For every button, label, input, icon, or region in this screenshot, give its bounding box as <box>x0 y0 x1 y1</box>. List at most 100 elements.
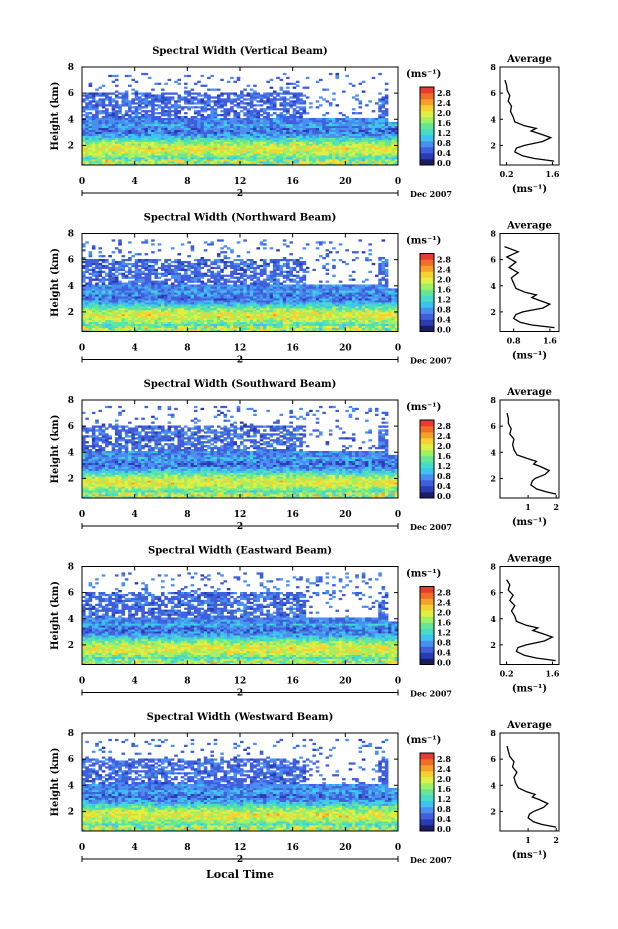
heatmap-cell <box>312 139 317 142</box>
heatmap-cell <box>328 294 333 297</box>
heatmap-cell <box>187 117 191 121</box>
heatmap-cell <box>134 157 139 160</box>
heatmap-cell <box>121 311 126 315</box>
heatmap-cell <box>197 155 201 158</box>
heatmap-cell <box>157 327 162 330</box>
heatmap-cell <box>319 319 323 322</box>
heatmap-cell <box>309 296 313 299</box>
heatmap-cell <box>118 135 122 138</box>
heatmap-cell <box>236 307 241 311</box>
heatmap-cell <box>309 157 313 160</box>
heatmap-cell <box>243 123 247 127</box>
heatmap-cell <box>328 137 333 140</box>
heatmap-cell <box>240 159 244 162</box>
heatmap-cell <box>197 306 201 309</box>
heatmap-cell <box>154 117 159 121</box>
heatmap-cell <box>256 133 261 136</box>
heatmap-cell <box>82 145 86 148</box>
heatmap-cell <box>279 157 284 160</box>
heatmap-cell <box>384 309 389 313</box>
heatmap-cell <box>335 147 340 150</box>
heatmap-cell <box>292 92 297 95</box>
heatmap-cell <box>282 131 287 134</box>
heatmap-cell <box>164 145 168 148</box>
heatmap-cell <box>394 298 399 301</box>
heatmap-cell <box>351 302 356 305</box>
heatmap-cell <box>332 163 336 166</box>
heatmap-cell <box>342 311 346 315</box>
heatmap-cell <box>335 313 340 317</box>
heatmap-cell <box>85 127 89 131</box>
heatmap-cell <box>216 159 221 162</box>
heatmap-cell <box>154 141 159 144</box>
heatmap-cell <box>233 123 238 127</box>
heatmap-cell <box>203 141 208 144</box>
heatmap-cell <box>118 121 122 125</box>
heatmap-cell <box>272 106 277 109</box>
heatmap-cell <box>190 300 195 303</box>
heatmap-cell <box>368 307 372 311</box>
heatmap-cell <box>128 315 132 319</box>
heatmap-cell <box>154 298 159 301</box>
heatmap-cell <box>256 143 261 146</box>
heatmap-cell <box>207 143 211 146</box>
heatmap-cell <box>355 125 359 129</box>
heatmap-cell <box>351 309 356 313</box>
heatmap-cell <box>141 315 145 319</box>
heatmap-cell <box>286 145 290 148</box>
heatmap-cell <box>374 327 379 330</box>
heatmap-cell <box>259 143 264 146</box>
heatmap-cell <box>111 325 116 328</box>
heatmap-cell <box>203 139 208 142</box>
heatmap-cell <box>328 317 333 321</box>
heatmap-cell <box>253 304 257 307</box>
heatmap-cell <box>338 117 343 121</box>
heatmap-cell <box>342 329 346 332</box>
heatmap-cell <box>368 151 372 154</box>
heatmap-cell <box>164 309 168 313</box>
heatmap-cell <box>233 92 238 95</box>
heatmap-cell <box>351 323 356 326</box>
heatmap-cell <box>269 329 274 332</box>
heatmap-cell <box>374 325 379 328</box>
heatmap-cell <box>131 92 135 95</box>
heatmap-cell <box>216 317 221 321</box>
heatmap-cell <box>144 102 149 105</box>
heatmap-cell <box>276 125 280 129</box>
heatmap-cell <box>197 110 201 113</box>
heatmap-cell <box>368 296 372 299</box>
heatmap-cell <box>114 133 119 136</box>
heatmap-cell <box>197 143 201 146</box>
heatmap-cell <box>88 159 93 162</box>
heatmap-cell <box>230 110 234 113</box>
heatmap-cell <box>108 129 112 132</box>
heatmap-cell <box>381 161 386 164</box>
heatmap-cell <box>161 309 165 313</box>
heatmap-cell <box>128 306 132 309</box>
heatmap-cell <box>309 117 313 121</box>
heatmap-cell <box>259 294 264 297</box>
heatmap-cell <box>147 117 152 121</box>
heatmap-cell <box>210 131 214 134</box>
heatmap-cell <box>378 145 382 148</box>
heatmap-cell <box>193 151 198 154</box>
heatmap-cell <box>184 153 188 156</box>
heatmap-cell <box>131 102 135 105</box>
heatmap-cell <box>137 100 142 103</box>
heatmap-cell <box>345 155 349 158</box>
heatmap-cell <box>381 127 386 131</box>
heatmap-cell <box>249 123 254 127</box>
heatmap-cell <box>276 131 280 134</box>
heatmap-cell <box>213 127 218 131</box>
heatmap-cell <box>141 319 145 322</box>
heatmap-cell <box>203 313 208 317</box>
heatmap-cell <box>141 117 145 121</box>
heatmap-cell <box>95 155 99 158</box>
heatmap-cell <box>154 82 159 85</box>
heatmap-cell <box>263 94 267 97</box>
heatmap-cell <box>184 100 188 103</box>
heatmap-cell <box>128 137 132 140</box>
heatmap-cell <box>91 106 96 109</box>
heatmap-cell <box>249 315 254 319</box>
heatmap-cell <box>164 119 168 123</box>
